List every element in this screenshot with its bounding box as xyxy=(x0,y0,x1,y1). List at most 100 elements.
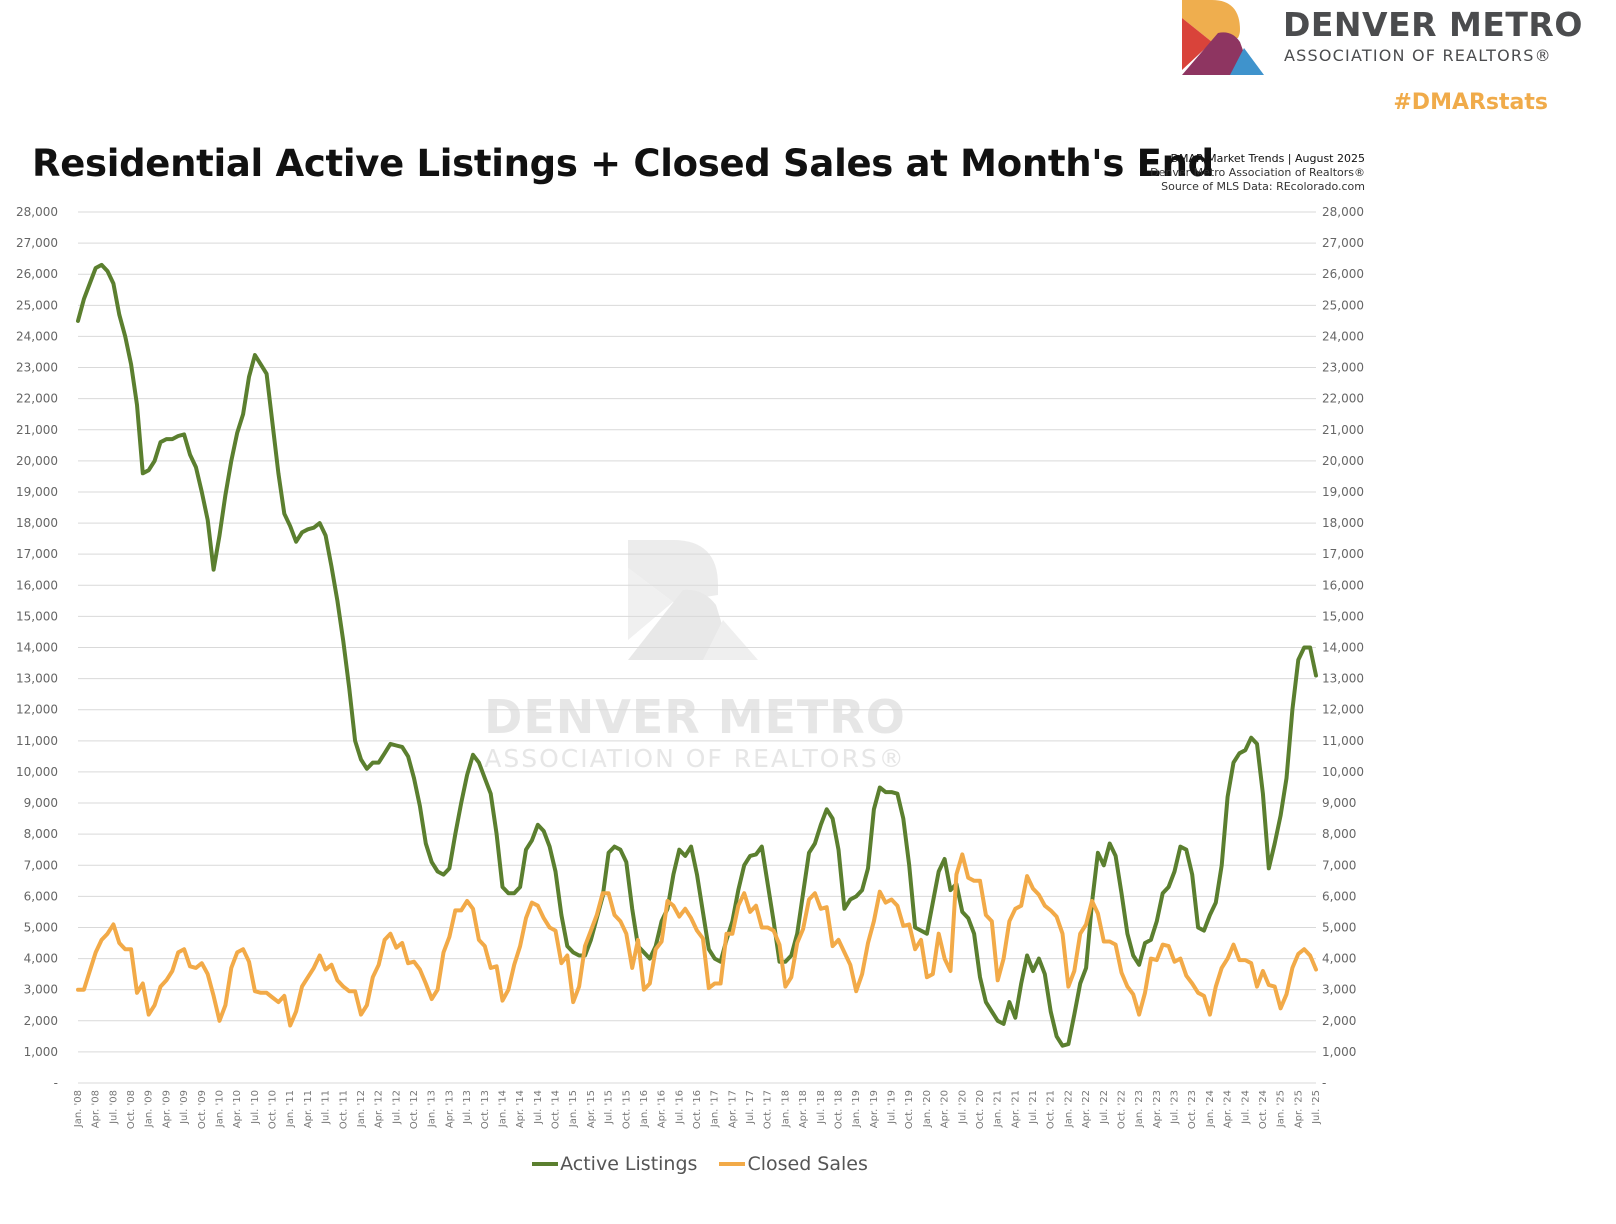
y-tick-label-right: 15,000 xyxy=(1322,609,1364,623)
x-tick-label: Apr. '13 xyxy=(444,1090,455,1128)
x-tick-label: Oct. '14 xyxy=(551,1090,562,1129)
chart-title: Residential Active Listings + Closed Sal… xyxy=(32,142,1214,185)
x-tick-label: Jan. '10 xyxy=(214,1090,225,1128)
x-tick-label: Jul. '13 xyxy=(462,1090,473,1125)
y-tick-label-right: 8,000 xyxy=(1322,827,1356,841)
y-tick-label-left: 19,000 xyxy=(16,485,58,499)
x-tick-label: Oct. '15 xyxy=(621,1090,632,1129)
x-tick-label: Jul. '18 xyxy=(816,1090,827,1125)
y-tick-label-left: 5,000 xyxy=(24,920,58,934)
x-tick-label: Jul. '12 xyxy=(391,1090,402,1125)
y-tick-label-left: 24,000 xyxy=(16,329,58,343)
x-tick-label: Jan. '17 xyxy=(710,1090,721,1128)
y-tick-label-right: 4,000 xyxy=(1322,952,1356,966)
closed-sales-line xyxy=(76,852,1318,1028)
y-tick-label-left: 3,000 xyxy=(24,983,58,997)
x-tick-label: Jul. '23 xyxy=(1170,1090,1181,1125)
x-tick-label: Jan. '23 xyxy=(1134,1090,1145,1128)
y-tick-label-left: 18,000 xyxy=(16,516,58,530)
data-source: Source of MLS Data: REcolorado.com xyxy=(1161,180,1365,193)
x-tick-label: Jul. '14 xyxy=(533,1090,544,1125)
x-tick-label: Apr. '22 xyxy=(1081,1090,1092,1128)
x-tick-label: Apr. '25 xyxy=(1293,1090,1304,1128)
y-tick-label-right: - xyxy=(1322,1076,1326,1090)
y-tick-label-left: 8,000 xyxy=(24,827,58,841)
x-tick-label: Apr. '19 xyxy=(869,1090,880,1128)
x-tick-label: Jan. '13 xyxy=(427,1090,438,1128)
x-tick-label: Oct. '11 xyxy=(338,1090,349,1129)
y-tick-label-right: 20,000 xyxy=(1322,454,1364,468)
x-tick-label: Jan. '11 xyxy=(285,1090,296,1128)
x-tick-label: Jul. '08 xyxy=(108,1090,119,1125)
y-tick-label-left: - xyxy=(54,1076,58,1090)
x-tick-label: Jan. '20 xyxy=(922,1090,933,1128)
y-tick-label-left: 10,000 xyxy=(16,765,58,779)
hashtag: #DMARstats xyxy=(1393,90,1548,115)
x-tick-label: Jan. '18 xyxy=(780,1090,791,1128)
legend-swatch xyxy=(532,1162,559,1166)
y-tick-label-right: 17,000 xyxy=(1322,547,1364,561)
y-tick-label-right: 25,000 xyxy=(1322,298,1364,312)
x-tick-label: Jan. '14 xyxy=(497,1090,508,1128)
x-tick-label: Oct. '10 xyxy=(268,1090,279,1129)
y-tick-label-left: 7,000 xyxy=(24,858,58,872)
y-tick-label-left: 16,000 xyxy=(16,578,58,592)
y-tick-label-right: 28,000 xyxy=(1322,205,1364,219)
x-tick-label: Jul. '22 xyxy=(1099,1090,1110,1125)
y-tick-label-left: 6,000 xyxy=(24,889,58,903)
x-tick-label: Oct. '21 xyxy=(1046,1090,1057,1129)
x-tick-label: Apr. '14 xyxy=(515,1090,526,1128)
x-tick-label: Jan. '09 xyxy=(144,1090,155,1128)
y-tick-label-right: 1,000 xyxy=(1322,1045,1356,1059)
y-tick-label-right: 10,000 xyxy=(1322,765,1364,779)
y-tick-label-right: 9,000 xyxy=(1322,796,1356,810)
y-tick-label-right: 11,000 xyxy=(1322,734,1364,748)
x-tick-label: Jan. '22 xyxy=(1063,1090,1074,1128)
y-tick-label-left: 9,000 xyxy=(24,796,58,810)
y-tick-label-left: 20,000 xyxy=(16,454,58,468)
x-tick-label: Jul. '09 xyxy=(179,1090,190,1125)
x-tick-label: Oct. '22 xyxy=(1116,1090,1127,1129)
x-tick-label: Jan. '24 xyxy=(1205,1090,1216,1128)
x-tick-label: Apr. '18 xyxy=(798,1090,809,1128)
y-tick-label-left: 21,000 xyxy=(16,423,58,437)
x-tick-label: Apr. '11 xyxy=(303,1090,314,1128)
publisher: Denver Metro Association of Realtors® xyxy=(1150,166,1365,179)
x-tick-label: Jan. '15 xyxy=(568,1090,579,1128)
y-tick-label-right: 6,000 xyxy=(1322,889,1356,903)
y-tick-label-left: 22,000 xyxy=(16,392,58,406)
x-tick-label: Oct. '08 xyxy=(126,1090,137,1129)
brand-name: DENVER METRO xyxy=(1283,5,1583,44)
y-tick-label-left: 28,000 xyxy=(16,205,58,219)
y-tick-label-right: 7,000 xyxy=(1322,858,1356,872)
legend-item-active-listings: Active Listings xyxy=(532,1153,697,1175)
x-tick-label: Apr. '08 xyxy=(91,1090,102,1128)
x-tick-label: Jan. '16 xyxy=(639,1090,650,1128)
y-tick-label-left: 1,000 xyxy=(24,1045,58,1059)
x-tick-label: Oct. '19 xyxy=(904,1090,915,1129)
x-tick-label: Apr. '10 xyxy=(232,1090,243,1128)
x-tick-label: Jul. '11 xyxy=(321,1090,332,1125)
x-tick-label: Apr. '15 xyxy=(586,1090,597,1128)
x-tick-label: Jul. '16 xyxy=(674,1090,685,1125)
x-tick-label: Oct. '12 xyxy=(409,1090,420,1129)
y-tick-label-right: 3,000 xyxy=(1322,983,1356,997)
x-tick-label: Oct. '18 xyxy=(833,1090,844,1129)
x-tick-label: Apr. '12 xyxy=(374,1090,385,1128)
y-tick-label-right: 19,000 xyxy=(1322,485,1364,499)
chart-source-info: DMAR Market Trends | August 2025 Denver … xyxy=(1100,152,1365,194)
active-listings-line xyxy=(76,262,1318,1048)
y-tick-label-right: 12,000 xyxy=(1322,703,1364,717)
y-tick-label-left: 17,000 xyxy=(16,547,58,561)
y-tick-label-right: 5,000 xyxy=(1322,920,1356,934)
x-tick-label: Oct. '16 xyxy=(692,1090,703,1129)
x-tick-label: Oct. '20 xyxy=(975,1090,986,1129)
y-tick-label-left: 14,000 xyxy=(16,641,58,655)
x-tick-label: Oct. '09 xyxy=(197,1090,208,1129)
x-tick-label: Oct. '24 xyxy=(1258,1090,1269,1129)
x-tick-label: Jul. '10 xyxy=(250,1090,261,1125)
y-tick-label-right: 14,000 xyxy=(1322,641,1364,655)
x-tick-label: Jul. '21 xyxy=(1028,1090,1039,1125)
x-tick-label: Jul. '17 xyxy=(745,1090,756,1125)
